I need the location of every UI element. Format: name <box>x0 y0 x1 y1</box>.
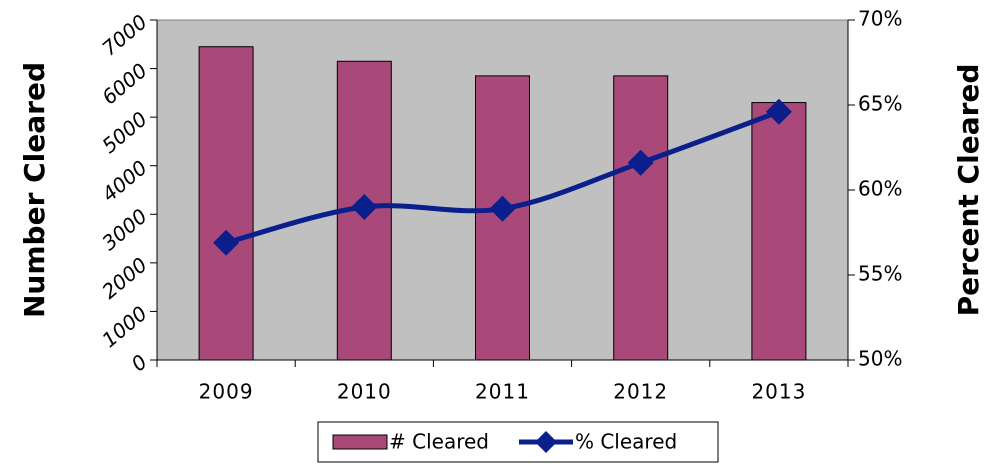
legend-marker <box>534 431 557 453</box>
bar <box>613 75 669 361</box>
y2-tick-label: 70% <box>858 7 902 31</box>
y-tick-label: 7000 <box>97 10 151 61</box>
y-axis-label: Number Cleared <box>18 62 51 318</box>
marker <box>627 149 654 176</box>
x-tick-label: 2009 <box>199 380 254 404</box>
legend-label: % Cleared <box>575 430 677 454</box>
y2-tick-label: 50% <box>858 347 902 371</box>
y-tick-label: 3000 <box>97 204 151 255</box>
y-tick-label: 2000 <box>97 253 151 304</box>
marker <box>765 98 792 125</box>
y-tick-label: 0 <box>127 350 152 377</box>
bar <box>751 102 807 361</box>
y2-tick-label: 60% <box>858 177 902 201</box>
y-tick-label: 5000 <box>97 107 151 158</box>
marker <box>489 195 516 222</box>
legend-label: # Cleared <box>389 430 489 454</box>
marker <box>351 194 378 220</box>
bar <box>198 46 254 361</box>
x-tick-label: 2011 <box>475 380 530 404</box>
y-tick-label: 4000 <box>97 155 151 206</box>
x-tick-label: 2013 <box>751 380 806 404</box>
y2-tick-label: 55% <box>858 262 902 286</box>
x-tick-label: 2010 <box>337 380 392 404</box>
y2-axis-label: Percent Cleared <box>952 64 985 317</box>
legend-swatch <box>332 434 388 450</box>
x-tick-label: 2012 <box>613 380 668 404</box>
y-tick-label: 6000 <box>97 58 151 109</box>
y2-tick-label: 65% <box>858 92 902 116</box>
y-tick-label: 1000 <box>97 301 151 352</box>
marker <box>213 229 240 256</box>
